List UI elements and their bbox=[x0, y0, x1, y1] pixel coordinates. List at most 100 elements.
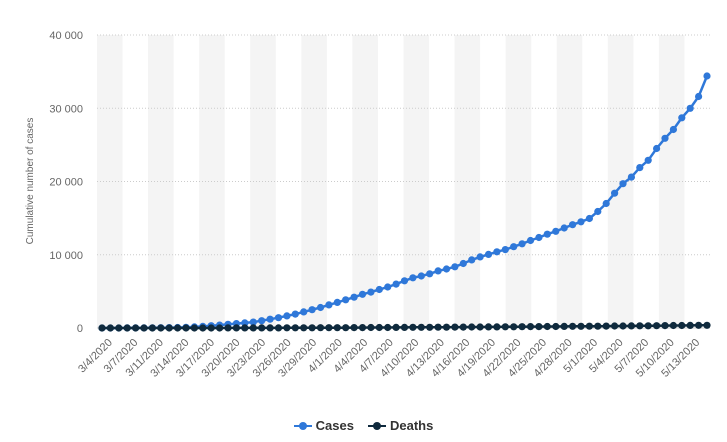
data-point-deaths[interactable] bbox=[375, 323, 383, 332]
data-point-deaths[interactable] bbox=[510, 323, 518, 331]
data-point-cases[interactable] bbox=[442, 265, 451, 273]
data-point-cases[interactable] bbox=[434, 267, 442, 275]
data-point-cases[interactable] bbox=[585, 214, 594, 223]
data-point-deaths[interactable] bbox=[569, 322, 577, 330]
data-point-deaths[interactable] bbox=[611, 322, 619, 330]
data-point-deaths[interactable] bbox=[342, 324, 350, 332]
data-point-deaths[interactable] bbox=[476, 323, 484, 331]
data-point-cases[interactable] bbox=[249, 318, 257, 326]
data-point-cases[interactable] bbox=[526, 236, 535, 245]
data-point-cases[interactable] bbox=[543, 230, 551, 238]
data-point-deaths[interactable] bbox=[535, 323, 543, 331]
data-point-cases[interactable] bbox=[611, 189, 619, 197]
data-point-cases[interactable] bbox=[510, 243, 518, 251]
data-point-cases[interactable] bbox=[325, 301, 333, 309]
data-point-deaths[interactable] bbox=[627, 322, 636, 330]
data-point-cases[interactable] bbox=[653, 144, 661, 153]
data-point-deaths[interactable] bbox=[308, 324, 316, 332]
data-point-cases[interactable] bbox=[384, 283, 392, 291]
data-point-deaths[interactable] bbox=[224, 324, 232, 332]
data-point-deaths[interactable] bbox=[232, 324, 240, 332]
data-point-cases[interactable] bbox=[476, 253, 484, 261]
data-point-deaths[interactable] bbox=[678, 321, 686, 330]
data-point-cases[interactable] bbox=[300, 308, 308, 316]
data-point-deaths[interactable] bbox=[283, 324, 291, 332]
data-point-deaths[interactable] bbox=[106, 324, 114, 332]
data-point-cases[interactable] bbox=[409, 274, 417, 282]
data-point-deaths[interactable] bbox=[174, 324, 182, 332]
data-point-cases[interactable] bbox=[367, 288, 375, 296]
data-point-deaths[interactable] bbox=[484, 323, 493, 331]
data-point-deaths[interactable] bbox=[442, 323, 451, 331]
data-point-cases[interactable] bbox=[619, 180, 627, 188]
data-point-deaths[interactable] bbox=[552, 322, 560, 331]
data-point-deaths[interactable] bbox=[123, 324, 131, 332]
data-point-deaths[interactable] bbox=[367, 323, 375, 332]
data-point-cases[interactable] bbox=[266, 315, 274, 323]
data-point-deaths[interactable] bbox=[434, 323, 442, 331]
data-point-cases[interactable] bbox=[358, 290, 367, 298]
data-point-deaths[interactable] bbox=[619, 322, 627, 330]
data-point-deaths[interactable] bbox=[266, 324, 274, 332]
data-point-deaths[interactable] bbox=[333, 324, 341, 332]
data-point-deaths[interactable] bbox=[98, 324, 106, 332]
data-point-cases[interactable] bbox=[627, 173, 636, 181]
legend-item-deaths[interactable]: Deaths bbox=[367, 418, 433, 433]
data-point-deaths[interactable] bbox=[560, 322, 568, 330]
data-point-deaths[interactable] bbox=[459, 323, 467, 331]
data-point-cases[interactable] bbox=[703, 72, 711, 80]
data-point-cases[interactable] bbox=[493, 248, 501, 256]
data-point-cases[interactable] bbox=[274, 314, 283, 322]
data-point-cases[interactable] bbox=[644, 156, 652, 164]
data-point-deaths[interactable] bbox=[384, 323, 392, 332]
data-point-deaths[interactable] bbox=[291, 324, 299, 332]
data-point-deaths[interactable] bbox=[468, 323, 476, 331]
data-point-cases[interactable] bbox=[594, 207, 602, 216]
data-point-deaths[interactable] bbox=[686, 321, 694, 329]
data-point-cases[interactable] bbox=[451, 263, 459, 271]
data-point-deaths[interactable] bbox=[392, 323, 400, 331]
data-point-cases[interactable] bbox=[636, 164, 644, 172]
data-point-cases[interactable] bbox=[392, 280, 400, 288]
data-point-cases[interactable] bbox=[241, 319, 249, 327]
data-point-deaths[interactable] bbox=[669, 321, 678, 330]
data-point-deaths[interactable] bbox=[653, 322, 661, 330]
data-point-deaths[interactable] bbox=[274, 324, 283, 332]
data-point-cases[interactable] bbox=[258, 317, 266, 325]
data-point-deaths[interactable] bbox=[594, 322, 602, 330]
data-point-deaths[interactable] bbox=[258, 324, 266, 332]
data-point-deaths[interactable] bbox=[190, 324, 198, 332]
data-point-deaths[interactable] bbox=[661, 322, 669, 330]
data-point-cases[interactable] bbox=[686, 104, 694, 112]
data-point-deaths[interactable] bbox=[644, 322, 652, 330]
data-point-cases[interactable] bbox=[417, 272, 425, 280]
data-point-deaths[interactable] bbox=[493, 323, 501, 331]
data-point-deaths[interactable] bbox=[358, 324, 367, 332]
data-point-cases[interactable] bbox=[560, 224, 568, 232]
data-point-cases[interactable] bbox=[552, 227, 560, 235]
data-point-cases[interactable] bbox=[484, 250, 493, 258]
data-point-deaths[interactable] bbox=[207, 324, 215, 332]
data-point-deaths[interactable] bbox=[518, 323, 526, 331]
data-point-deaths[interactable] bbox=[241, 324, 249, 332]
data-point-cases[interactable] bbox=[535, 233, 543, 242]
data-point-cases[interactable] bbox=[350, 293, 358, 301]
data-point-cases[interactable] bbox=[342, 296, 350, 304]
data-point-deaths[interactable] bbox=[526, 323, 535, 331]
data-point-deaths[interactable] bbox=[417, 323, 425, 331]
data-point-cases[interactable] bbox=[316, 303, 325, 312]
data-point-deaths[interactable] bbox=[216, 324, 224, 332]
data-point-deaths[interactable] bbox=[199, 324, 207, 332]
data-point-cases[interactable] bbox=[426, 270, 434, 278]
data-point-deaths[interactable] bbox=[140, 324, 148, 332]
data-point-deaths[interactable] bbox=[249, 324, 257, 332]
data-point-deaths[interactable] bbox=[585, 322, 594, 330]
data-point-cases[interactable] bbox=[308, 306, 316, 314]
data-point-deaths[interactable] bbox=[325, 324, 333, 332]
data-point-deaths[interactable] bbox=[300, 324, 308, 332]
data-point-deaths[interactable] bbox=[115, 324, 123, 332]
data-point-cases[interactable] bbox=[695, 92, 703, 101]
data-point-cases[interactable] bbox=[468, 256, 476, 264]
data-point-deaths[interactable] bbox=[350, 324, 358, 332]
data-point-deaths[interactable] bbox=[409, 323, 417, 331]
